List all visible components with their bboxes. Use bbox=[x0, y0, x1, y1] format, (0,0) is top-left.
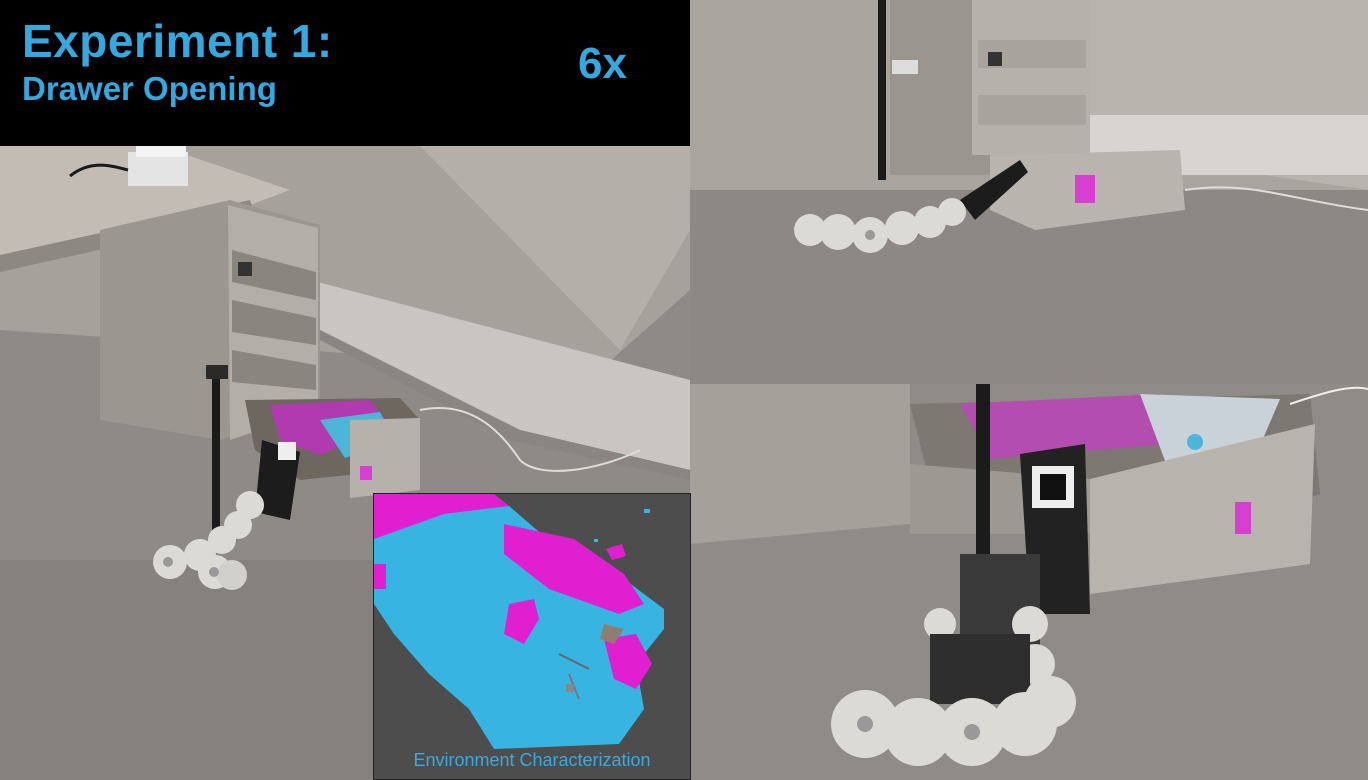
environment-map-inset: Environment Characterization bbox=[373, 493, 691, 780]
experiment-title: Experiment 1: bbox=[22, 15, 333, 67]
scene-view-top-right bbox=[690, 0, 1368, 384]
map-caption: Environment Characterization bbox=[413, 750, 651, 770]
scene-bottom-right-illustration bbox=[690, 384, 1368, 780]
scene-view-bottom-right bbox=[690, 384, 1368, 780]
experiment-subtitle: Drawer Opening bbox=[22, 70, 277, 107]
playback-speed-label: 6x bbox=[578, 39, 627, 88]
scene-top-right-illustration bbox=[690, 0, 1368, 384]
title-banner: Experiment 1: Drawer Opening 6x bbox=[0, 0, 690, 146]
environment-map-illustration bbox=[374, 494, 690, 779]
